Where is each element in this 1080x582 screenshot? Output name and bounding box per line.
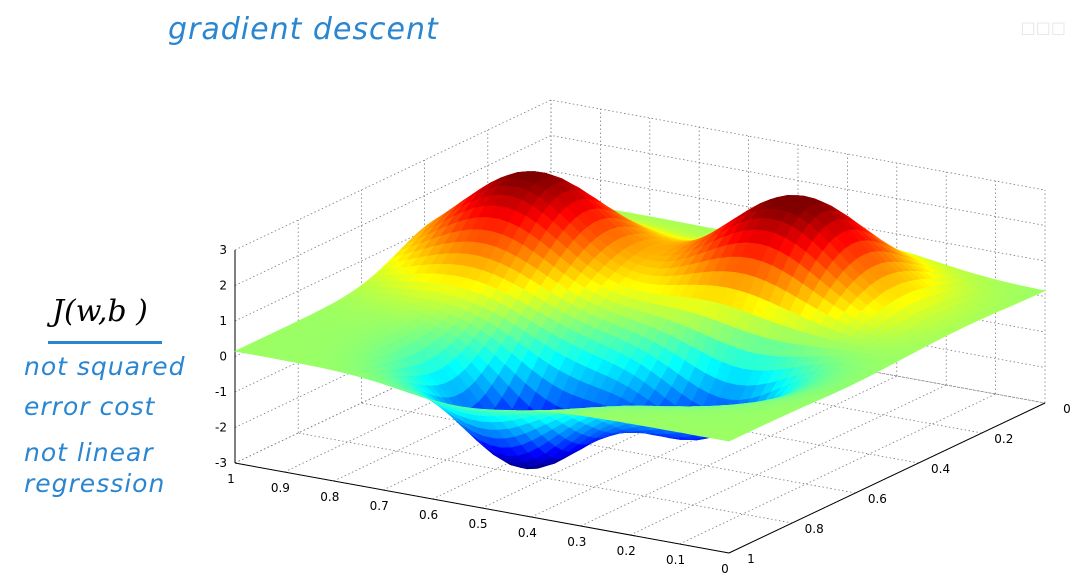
cost-function-label: J(w,b ): [52, 294, 148, 329]
y-tick-label: 0.2: [994, 432, 1013, 446]
grid-line: [234, 312, 1046, 464]
x-tick-label: 0.9: [271, 481, 290, 495]
z-tick-label: 2: [219, 279, 227, 293]
z-tick-label: 0: [219, 350, 227, 364]
z-tick-label: -1: [215, 385, 227, 399]
x-tick-label: 0.6: [419, 508, 438, 522]
x-tick-label: 0.4: [518, 526, 537, 540]
z-tick-label: -3: [215, 456, 227, 470]
grid-line: [234, 99, 1046, 251]
cost-label-underline: [48, 341, 162, 344]
title-annotation: gradient descent: [168, 12, 439, 47]
note-line-1: not squared: [24, 352, 186, 381]
cost-surface: [234, 171, 1046, 470]
z-tick-label: 3: [219, 243, 227, 257]
tick-labels: 3210-1-2-310.90.80.70.60.50.40.30.20.100…: [215, 243, 1071, 576]
x-tick-label: 0.3: [567, 535, 586, 549]
watermark: □□□: [1020, 18, 1066, 37]
y-tick-label: 0.4: [931, 462, 950, 476]
x-tick-label: 0.1: [666, 553, 685, 567]
x-tick-label: 1: [227, 472, 235, 486]
x-axis: [234, 462, 730, 554]
x-tick-label: 0.7: [370, 499, 389, 513]
x-tick-label: 0.8: [320, 490, 339, 504]
x-tick-label: 0.2: [617, 544, 636, 558]
z-tick-label: 1: [219, 314, 227, 328]
note-line-2: error cost: [24, 392, 156, 421]
y-axis: [728, 402, 1046, 554]
x-tick-label: 0.5: [468, 517, 487, 531]
y-tick-label: 0.6: [868, 492, 887, 506]
note-line-3: not linear: [24, 438, 154, 467]
y-tick-label: 0: [1063, 402, 1071, 416]
z-tick-label: -2: [215, 421, 227, 435]
note-line-4: regression: [24, 469, 166, 498]
y-tick-label: 1: [747, 552, 755, 566]
surface-cell: [717, 435, 737, 442]
grid-line: [234, 170, 1046, 322]
y-tick-label: 0.8: [805, 522, 824, 536]
grid-line: [234, 135, 1046, 286]
x-tick-label: 0: [721, 562, 729, 576]
